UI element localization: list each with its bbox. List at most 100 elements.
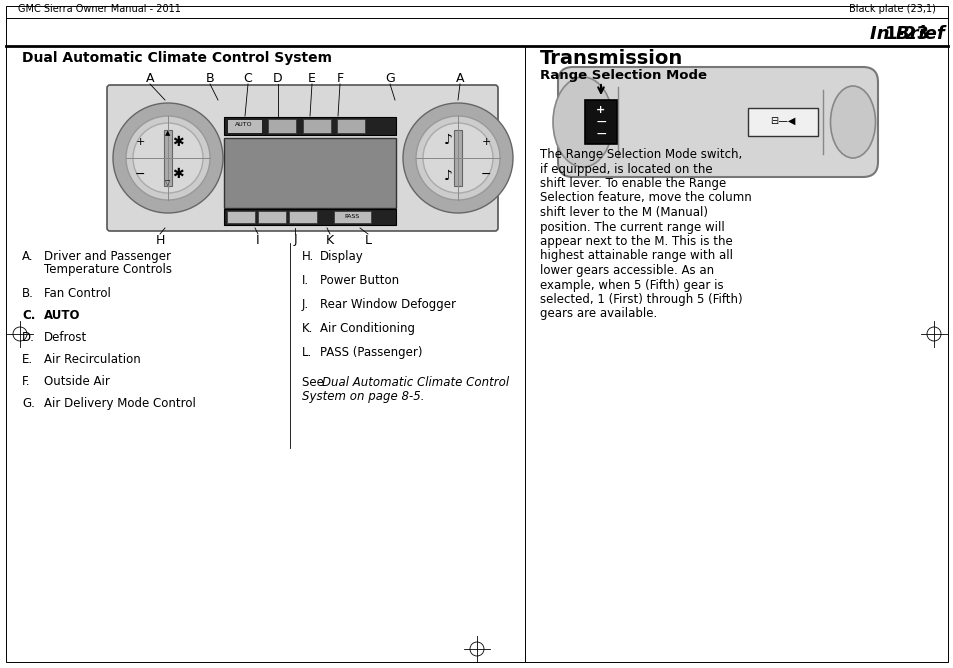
Text: GMC Sierra Owner Manual - 2011: GMC Sierra Owner Manual - 2011 (18, 4, 181, 14)
Text: ⊟—◀: ⊟—◀ (769, 117, 795, 127)
Circle shape (126, 116, 210, 200)
Text: ✱: ✱ (172, 135, 184, 149)
Bar (164, 130, 172, 186)
Text: In Brief: In Brief (869, 25, 943, 43)
Text: L: L (364, 234, 371, 246)
Text: See: See (302, 376, 327, 389)
Text: if equipped, is located on the: if equipped, is located on the (539, 162, 712, 176)
Text: G: G (385, 71, 395, 84)
Text: +: + (481, 137, 490, 147)
Circle shape (422, 123, 493, 193)
Text: −: − (595, 127, 606, 141)
Text: C: C (243, 71, 253, 84)
Bar (303, 119, 331, 133)
Text: Fan Control: Fan Control (44, 287, 111, 300)
Ellipse shape (830, 86, 875, 158)
Text: shift lever. To enable the Range: shift lever. To enable the Range (539, 177, 725, 190)
Text: D: D (273, 71, 282, 84)
Text: −: − (134, 168, 145, 180)
Bar (257, 211, 286, 223)
Text: C.: C. (22, 309, 35, 322)
Text: Driver and Passenger: Driver and Passenger (44, 250, 171, 263)
Text: E: E (308, 71, 315, 84)
Text: ♪: ♪ (443, 169, 452, 183)
Text: I.: I. (302, 274, 309, 287)
Text: ▲: ▲ (165, 130, 171, 136)
Text: 1-23: 1-23 (884, 25, 929, 43)
Text: selected, 1 (First) through 5 (Fifth): selected, 1 (First) through 5 (Fifth) (539, 293, 741, 306)
Circle shape (416, 116, 499, 200)
Text: D.: D. (22, 331, 35, 344)
Bar (454, 130, 461, 186)
Text: Dual Automatic Climate Control System: Dual Automatic Climate Control System (22, 51, 332, 65)
Text: Air Delivery Mode Control: Air Delivery Mode Control (44, 397, 195, 410)
Bar (334, 211, 371, 223)
Text: B.: B. (22, 287, 34, 300)
Text: G.: G. (22, 397, 35, 410)
Text: Air Recirculation: Air Recirculation (44, 353, 141, 366)
Text: ♪: ♪ (443, 133, 452, 147)
Text: H: H (155, 234, 165, 246)
Text: J.: J. (302, 298, 309, 311)
Text: −: − (595, 115, 606, 129)
Text: F: F (336, 71, 343, 84)
Text: F.: F. (22, 375, 30, 388)
Bar (227, 211, 254, 223)
Text: Range Selection Mode: Range Selection Mode (539, 69, 706, 83)
Text: B: B (206, 71, 214, 84)
Text: PASS: PASS (345, 214, 359, 218)
Text: lower gears accessible. As an: lower gears accessible. As an (539, 264, 714, 277)
Text: Air Conditioning: Air Conditioning (319, 322, 415, 335)
Circle shape (132, 123, 203, 193)
Text: −: − (480, 168, 491, 180)
Text: K.: K. (302, 322, 313, 335)
Text: example, when 5 (Fifth) gear is: example, when 5 (Fifth) gear is (539, 279, 723, 291)
Text: +: + (135, 137, 145, 147)
Text: Power Button: Power Button (319, 274, 398, 287)
Bar (584, 100, 617, 144)
Text: +: + (596, 105, 605, 115)
Bar (224, 209, 395, 225)
Bar (224, 117, 395, 135)
Text: Dual Automatic Climate Control: Dual Automatic Climate Control (322, 376, 509, 389)
Text: Display: Display (319, 250, 363, 263)
Text: Defrost: Defrost (44, 331, 87, 344)
FancyBboxPatch shape (558, 67, 877, 177)
Text: PASS (Passenger): PASS (Passenger) (319, 346, 422, 359)
Text: Rear Window Defogger: Rear Window Defogger (319, 298, 456, 311)
Bar (224, 138, 395, 208)
Text: Transmission: Transmission (539, 49, 682, 69)
Text: Temperature Controls: Temperature Controls (44, 263, 172, 276)
Text: appear next to the M. This is the: appear next to the M. This is the (539, 235, 732, 248)
Text: A: A (456, 71, 464, 84)
FancyBboxPatch shape (107, 85, 497, 231)
Text: L.: L. (302, 346, 312, 359)
Text: Selection feature, move the column: Selection feature, move the column (539, 192, 751, 204)
Text: K: K (326, 234, 334, 246)
Text: shift lever to the M (Manual): shift lever to the M (Manual) (539, 206, 707, 219)
Text: The Range Selection Mode switch,: The Range Selection Mode switch, (539, 148, 741, 161)
Text: gears are available.: gears are available. (539, 307, 657, 321)
Bar (227, 119, 262, 133)
Text: ✱: ✱ (172, 167, 184, 181)
Text: J: J (293, 234, 296, 246)
Circle shape (402, 103, 513, 213)
Text: System on page 8-5.: System on page 8-5. (302, 390, 424, 403)
Text: A.: A. (22, 250, 33, 263)
Bar (289, 211, 316, 223)
Text: ▽: ▽ (165, 180, 171, 186)
Circle shape (112, 103, 223, 213)
Bar (747, 108, 817, 136)
Bar (336, 119, 365, 133)
Text: position. The current range will: position. The current range will (539, 220, 724, 234)
Text: I: I (256, 234, 259, 246)
Text: highest attainable range with all: highest attainable range with all (539, 250, 732, 263)
Ellipse shape (553, 77, 613, 167)
Text: A: A (146, 71, 154, 84)
Text: Black plate (23,1): Black plate (23,1) (848, 4, 935, 14)
Text: H.: H. (302, 250, 314, 263)
Bar (268, 119, 295, 133)
Text: Outside Air: Outside Air (44, 375, 110, 388)
Text: AUTO: AUTO (235, 122, 253, 128)
Text: AUTO: AUTO (44, 309, 80, 322)
